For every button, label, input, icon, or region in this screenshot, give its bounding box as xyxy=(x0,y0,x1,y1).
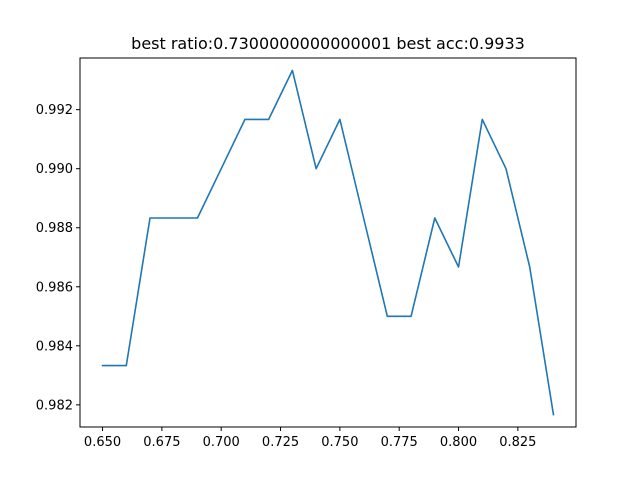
x-tick-label: 0.700 xyxy=(203,435,240,450)
y-tick-label: 0.990 xyxy=(36,162,73,177)
plot-frame xyxy=(79,57,577,428)
chart-title: best ratio:0.7300000000000001 best acc:0… xyxy=(131,34,525,53)
plot-area xyxy=(80,58,576,427)
x-tick-label: 0.725 xyxy=(262,435,299,450)
x-tick-label: 0.650 xyxy=(84,435,121,450)
y-tick-label: 0.988 xyxy=(36,221,73,236)
x-tick-label: 0.675 xyxy=(143,435,180,450)
axes: 0.650 0.675 0.700 0.725 0.750 0.775 0.800 0.825… xyxy=(36,103,537,450)
y-tick-label: 0.992 xyxy=(36,103,73,118)
series-layer xyxy=(101,69,555,416)
y-tick-label: 0.982 xyxy=(36,398,73,413)
accuracy-line xyxy=(101,69,555,416)
x-tick-label: 0.750 xyxy=(321,435,358,450)
x-tick-label: 0.825 xyxy=(499,435,536,450)
y-tick-label: 0.986 xyxy=(36,280,73,295)
y-tick-label: 0.984 xyxy=(36,339,73,354)
x-tick-label: 0.800 xyxy=(440,435,477,450)
x-tick-label: 0.775 xyxy=(381,435,418,450)
